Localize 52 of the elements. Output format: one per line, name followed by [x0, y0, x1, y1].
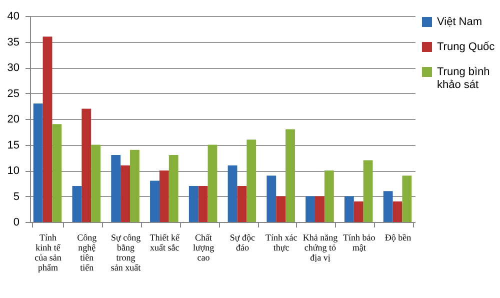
y-tick-label: 10	[7, 165, 20, 177]
bar	[72, 186, 82, 222]
bar	[91, 144, 101, 222]
y-tick-label: 30	[7, 62, 20, 74]
bar	[111, 155, 121, 222]
bar	[33, 104, 43, 222]
y-tick-label: 20	[7, 114, 20, 126]
bar	[383, 191, 393, 222]
bar	[237, 186, 247, 222]
bar	[228, 165, 238, 222]
x-tick-label: Sự độc đáo	[230, 232, 256, 252]
bar	[354, 201, 364, 222]
bar	[120, 165, 130, 222]
bar	[392, 201, 402, 222]
y-tick-label: 0	[13, 216, 20, 228]
x-tick-label: Sự công bằng trong sản xuất	[110, 232, 142, 272]
bar	[363, 160, 373, 222]
legend-label: Trung bình khảo sát	[437, 66, 490, 91]
y-tick-label: 5	[13, 190, 20, 203]
bar	[52, 124, 62, 222]
bar	[286, 129, 295, 222]
bar	[324, 170, 334, 222]
bar	[150, 180, 160, 222]
x-tick-label: Độ bền	[384, 232, 412, 242]
bar	[188, 186, 198, 222]
x-tick-label: Chất lượng cao	[192, 232, 215, 262]
legend-label: Việt Nam	[437, 16, 482, 28]
y-tick-label: 25	[7, 88, 20, 100]
x-tick-label: Tính xác thực	[265, 232, 298, 252]
bar	[276, 196, 286, 222]
bar	[198, 186, 208, 222]
bar	[306, 196, 316, 222]
bar	[402, 176, 412, 222]
bar	[315, 196, 324, 222]
legend-label: Trung Quốc	[437, 41, 496, 53]
y-tick-label: 40	[7, 10, 20, 22]
bar	[266, 176, 276, 222]
y-tick-label: 15	[7, 139, 20, 152]
bar	[208, 144, 218, 222]
x-tick-label: Công nghệ tiên tiến	[77, 232, 98, 272]
bar	[42, 36, 52, 222]
x-tick-label: Thiết kế xuất sắc	[150, 232, 181, 252]
x-tick-label: Tính kinh tế của sản phẩm	[34, 232, 62, 272]
bar	[246, 140, 256, 222]
bar	[159, 170, 169, 222]
bar	[130, 150, 140, 222]
x-tick-label: Khả năng chứng tỏ địa vị	[302, 232, 338, 262]
y-tick-label: 35	[7, 36, 20, 48]
x-tick-label: Tính bảo mật	[342, 232, 376, 252]
bar	[344, 196, 354, 222]
bar	[82, 108, 92, 222]
bar	[168, 155, 178, 222]
